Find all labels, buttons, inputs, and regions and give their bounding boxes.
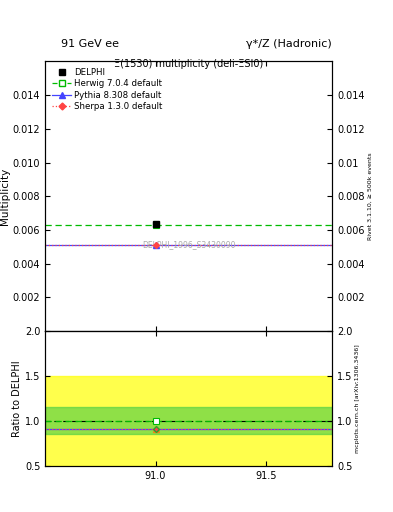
Text: γ*/Z (Hadronic): γ*/Z (Hadronic) — [246, 38, 332, 49]
Text: Ξ(1530) multiplicity (deli-ΞSI0): Ξ(1530) multiplicity (deli-ΞSI0) — [114, 59, 263, 69]
Text: DELPHI_1996_S3430090: DELPHI_1996_S3430090 — [142, 240, 235, 249]
Bar — [45, 376, 332, 466]
Y-axis label: mcplots.cern.ch [arXiv:1306.3436]: mcplots.cern.ch [arXiv:1306.3436] — [355, 344, 360, 453]
Text: 91 GeV ee: 91 GeV ee — [61, 38, 119, 49]
Y-axis label: Rivet 3.1.10, ≥ 500k events: Rivet 3.1.10, ≥ 500k events — [367, 153, 372, 240]
Y-axis label: Multiplicity: Multiplicity — [0, 167, 10, 225]
Y-axis label: Ratio to DELPHI: Ratio to DELPHI — [12, 360, 22, 437]
Bar — [45, 408, 332, 435]
Legend: DELPHI, Herwig 7.0.4 default, Pythia 8.308 default, Sherpa 1.3.0 default: DELPHI, Herwig 7.0.4 default, Pythia 8.3… — [50, 66, 165, 113]
